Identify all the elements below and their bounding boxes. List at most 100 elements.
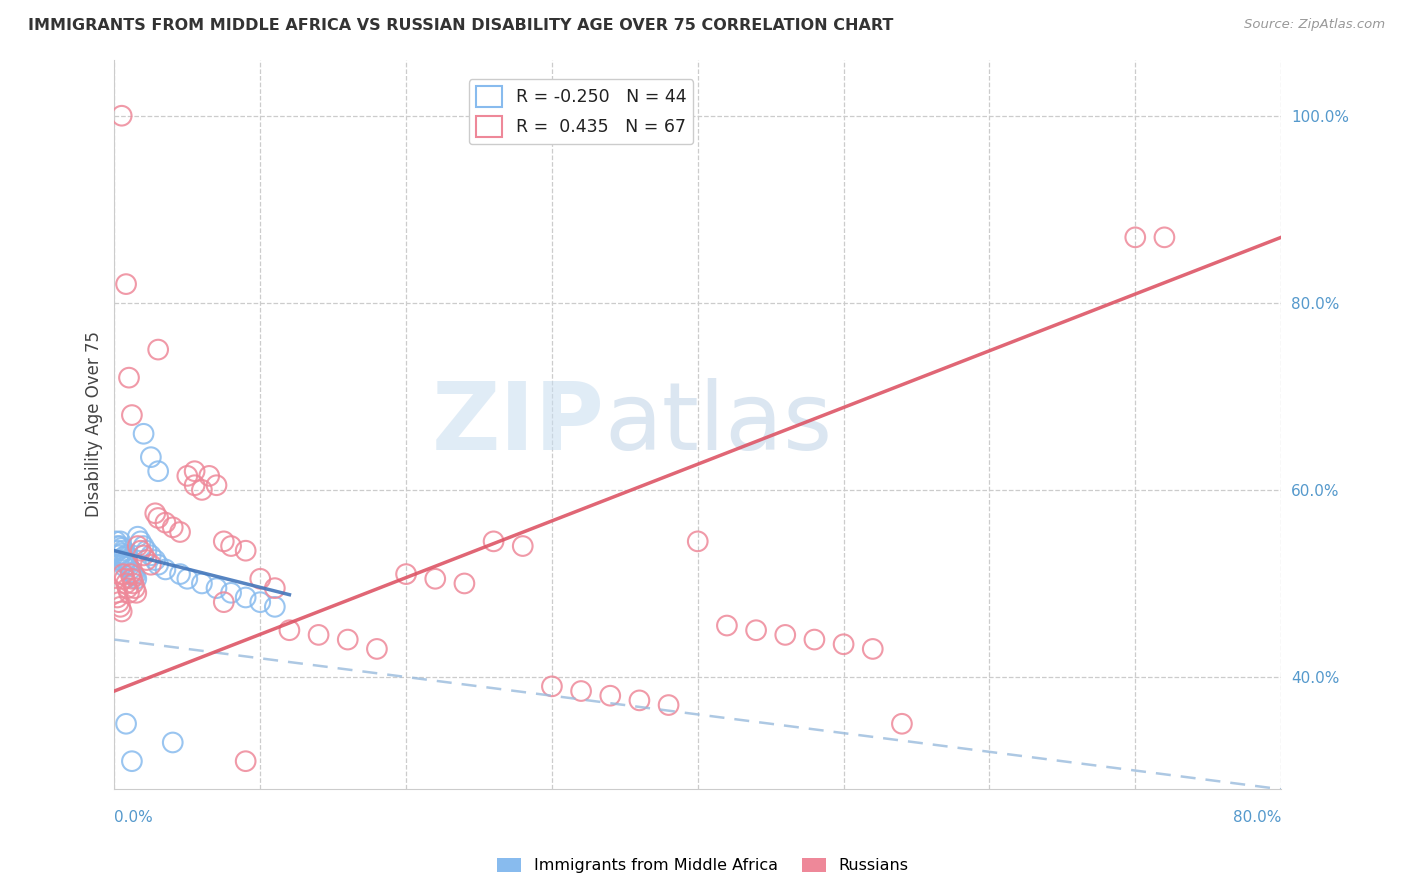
Point xyxy=(125,586,148,600)
Text: IMMIGRANTS FROM MIDDLE AFRICA VS RUSSIAN DISABILITY AGE OVER 75 CORRELATION CHAR: IMMIGRANTS FROM MIDDLE AFRICA VS RUSSIAN… xyxy=(28,18,893,33)
Legend: Immigrants from Middle Africa, Russians: Immigrants from Middle Africa, Russians xyxy=(491,851,915,880)
Point xyxy=(235,543,257,558)
Point xyxy=(775,628,797,642)
Point xyxy=(115,716,138,731)
Point xyxy=(146,558,169,572)
Point xyxy=(105,539,128,553)
Point xyxy=(127,539,149,553)
Point xyxy=(143,553,166,567)
Point xyxy=(135,543,157,558)
Point xyxy=(1123,230,1146,244)
Point xyxy=(129,543,152,558)
Point xyxy=(111,109,134,123)
Point xyxy=(155,562,177,576)
Point xyxy=(112,550,135,565)
Point xyxy=(482,534,505,549)
Point xyxy=(120,567,142,582)
Point xyxy=(146,464,169,478)
Point xyxy=(176,468,198,483)
Point xyxy=(135,553,157,567)
Point xyxy=(191,576,214,591)
Point xyxy=(212,595,235,609)
Point xyxy=(162,520,184,534)
Point xyxy=(111,605,134,619)
Point xyxy=(121,754,143,768)
Point xyxy=(249,572,271,586)
Point xyxy=(132,426,155,441)
Point xyxy=(117,581,139,595)
Point xyxy=(686,534,709,549)
Point xyxy=(336,632,359,647)
Point xyxy=(183,478,205,492)
Point xyxy=(366,642,388,657)
Point xyxy=(628,693,651,707)
Point xyxy=(219,539,242,553)
Point xyxy=(155,516,177,530)
Point xyxy=(832,637,855,651)
Point xyxy=(127,530,149,544)
Point xyxy=(162,735,184,749)
Point xyxy=(453,576,475,591)
Text: 80.0%: 80.0% xyxy=(1233,810,1281,825)
Point xyxy=(541,679,564,693)
Point xyxy=(569,684,592,698)
Point xyxy=(132,549,155,563)
Point xyxy=(112,567,135,582)
Point xyxy=(183,464,205,478)
Point xyxy=(205,478,228,492)
Point xyxy=(121,566,143,580)
Point xyxy=(146,511,169,525)
Point xyxy=(169,567,191,582)
Point xyxy=(121,408,143,422)
Text: ZIP: ZIP xyxy=(432,378,605,470)
Point xyxy=(112,543,135,558)
Point xyxy=(117,558,139,572)
Point xyxy=(198,468,221,483)
Point xyxy=(139,450,162,465)
Point xyxy=(115,549,138,563)
Point xyxy=(139,549,162,563)
Point xyxy=(115,277,138,292)
Point xyxy=(115,553,138,567)
Point xyxy=(118,559,141,574)
Point xyxy=(104,586,127,600)
Point xyxy=(118,586,141,600)
Point xyxy=(125,572,148,586)
Point xyxy=(235,591,257,605)
Point xyxy=(139,558,162,572)
Point xyxy=(129,534,152,549)
Point xyxy=(235,754,257,768)
Point xyxy=(658,698,681,712)
Point xyxy=(308,628,330,642)
Point xyxy=(121,572,143,586)
Point xyxy=(107,595,129,609)
Point xyxy=(512,539,534,553)
Point xyxy=(395,567,418,582)
Point xyxy=(219,586,242,600)
Point xyxy=(110,539,132,553)
Point xyxy=(263,581,285,595)
Point xyxy=(890,716,912,731)
Point xyxy=(169,524,191,539)
Point xyxy=(143,506,166,520)
Point xyxy=(205,581,228,595)
Point xyxy=(176,572,198,586)
Point xyxy=(107,553,129,567)
Point xyxy=(105,591,128,605)
Point xyxy=(862,642,884,657)
Point xyxy=(191,483,214,497)
Point xyxy=(114,572,136,586)
Point xyxy=(111,547,134,561)
Point xyxy=(104,534,127,549)
Point xyxy=(263,599,285,614)
Point xyxy=(118,370,141,384)
Point xyxy=(278,624,301,638)
Point xyxy=(111,541,134,555)
Point xyxy=(114,559,136,574)
Point xyxy=(107,549,129,563)
Text: atlas: atlas xyxy=(605,378,832,470)
Point xyxy=(212,534,235,549)
Point xyxy=(122,576,145,591)
Point xyxy=(146,343,169,357)
Point xyxy=(114,556,136,570)
